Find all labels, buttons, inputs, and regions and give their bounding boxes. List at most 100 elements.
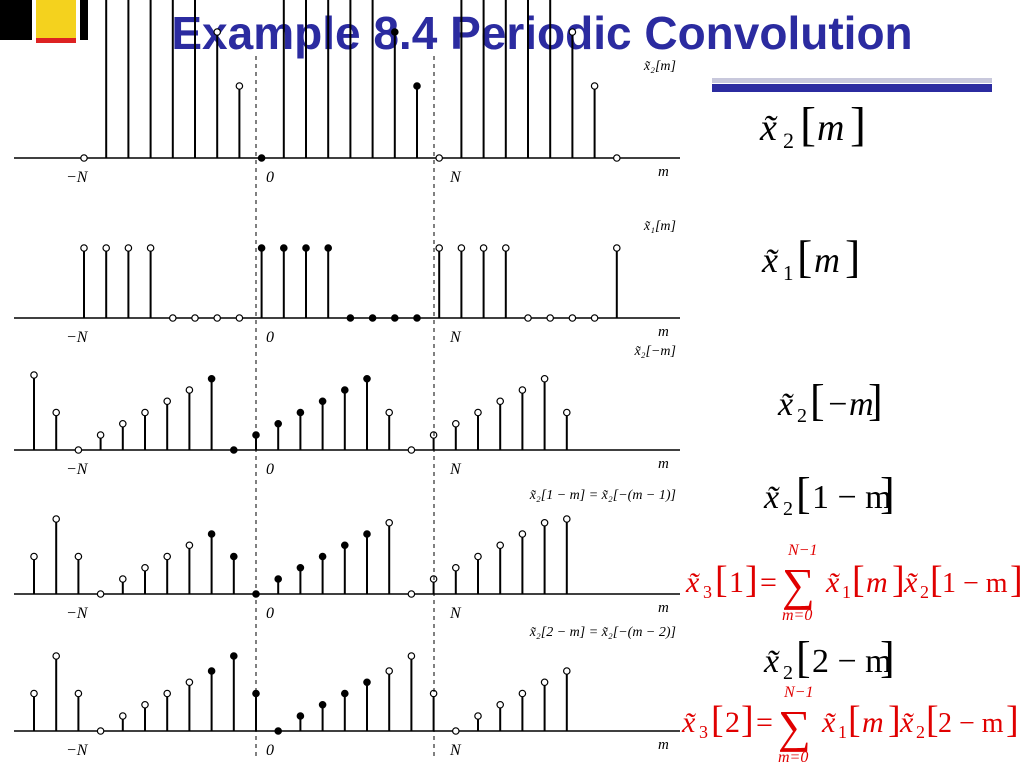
stem-marker	[479, 244, 488, 252]
svg-text:m: m	[862, 706, 884, 739]
stem-marker	[568, 28, 577, 36]
stem-marker	[340, 541, 349, 550]
svg-text:2: 2	[783, 128, 794, 153]
svg-text:2 − m: 2 − m	[938, 708, 1004, 739]
tick-label: N	[449, 461, 462, 478]
stem-marker	[390, 314, 399, 322]
stem-marker	[390, 28, 399, 36]
svg-text:m: m	[866, 566, 888, 599]
stem-marker	[562, 515, 571, 523]
stem-marker	[257, 244, 266, 252]
eq-x1-m: x̃ 1 [ m ]	[761, 231, 860, 285]
stem-marker	[318, 397, 327, 406]
svg-text:∑: ∑	[782, 559, 815, 610]
stem-marker	[562, 667, 571, 675]
stem-marker	[296, 563, 305, 572]
stem-marker	[163, 552, 172, 561]
stem-marker	[96, 590, 105, 598]
eq-x2-minus-m: x̃ 2 [ −m ]	[777, 376, 883, 427]
stem-marker	[213, 314, 222, 322]
stem-marker	[296, 712, 305, 720]
tick-label: N	[449, 605, 462, 622]
plot-label: x̃₁[m]	[643, 219, 676, 234]
stem-marker	[191, 314, 199, 322]
stem-marker	[368, 314, 377, 322]
svg-text:[: [	[797, 231, 812, 282]
plot-label: x̃₂[2 − m] = x̃₂[−(m − 2)]	[529, 625, 676, 640]
stem-marker	[363, 678, 371, 687]
axis-var-label: m	[658, 324, 669, 340]
svg-text:]: ]	[892, 559, 905, 601]
page-title: Example 8.4 Periodic Convolution	[171, 7, 913, 59]
svg-text:]: ]	[745, 559, 758, 601]
tick-label: −N	[66, 329, 89, 346]
stem-marker	[207, 530, 216, 538]
stem-marker	[340, 386, 349, 394]
stem-marker	[207, 667, 216, 675]
stem-marker	[385, 518, 394, 527]
svg-text:[: [	[800, 98, 816, 151]
stem-marker	[74, 689, 83, 698]
stem-marker	[518, 530, 527, 538]
axis-var-label: m	[658, 456, 669, 472]
stem-marker	[562, 408, 571, 417]
stem-marker	[385, 408, 394, 417]
svg-text:N−1: N−1	[783, 684, 813, 701]
svg-text:2: 2	[920, 582, 929, 602]
tick-label: −N	[66, 742, 89, 759]
stem-marker	[451, 563, 460, 572]
stem-marker	[612, 244, 621, 252]
svg-text:=: =	[760, 566, 777, 599]
stem-marker	[213, 28, 222, 36]
svg-text:3: 3	[703, 582, 712, 602]
svg-text:1 − m: 1 − m	[812, 479, 892, 516]
stem-marker	[540, 374, 549, 383]
svg-text:[: [	[796, 469, 811, 518]
svg-text:1: 1	[842, 582, 851, 602]
stem-marker	[230, 446, 238, 454]
tick-label: N	[449, 169, 462, 186]
stem-marker	[318, 552, 327, 561]
svg-text:m: m	[817, 107, 844, 149]
stem-marker	[546, 314, 555, 322]
stem-marker	[518, 386, 527, 394]
svg-text:1: 1	[729, 566, 744, 599]
stem-marker	[169, 314, 177, 322]
stem-marker	[451, 419, 460, 428]
logo-decoration	[0, 0, 120, 46]
svg-text:[: [	[926, 699, 939, 741]
svg-text:x̃: x̃	[759, 107, 779, 149]
stem-marker	[590, 314, 599, 322]
stem-marker	[435, 244, 444, 252]
stem-marker	[340, 689, 349, 698]
axis-var-label: m	[658, 737, 669, 753]
tick-label: 0	[266, 329, 274, 346]
axis-var-label: m	[658, 600, 669, 616]
stem-marker	[52, 408, 61, 417]
stem-marker	[385, 667, 394, 675]
stem-marker	[96, 727, 105, 735]
svg-text:[: [	[810, 376, 825, 425]
plot-label: x̃₂[1 − m] = x̃₂[−(m − 1)]	[529, 488, 676, 503]
svg-text:m: m	[814, 240, 840, 280]
svg-text:x̃: x̃	[761, 240, 779, 280]
stem-marker	[207, 374, 216, 383]
svg-text:N−1: N−1	[787, 542, 817, 559]
stem-marker	[496, 397, 505, 406]
stem-marker	[346, 314, 355, 322]
stem-marker	[102, 244, 111, 252]
svg-text:∑: ∑	[778, 701, 811, 752]
stem-marker	[30, 371, 38, 379]
stem-marker	[496, 700, 505, 709]
svg-text:m=0: m=0	[782, 607, 812, 624]
svg-text:x̃: x̃	[821, 706, 836, 739]
svg-text:[: [	[715, 559, 728, 601]
stem-marker	[185, 386, 194, 394]
svg-text:]: ]	[880, 633, 895, 682]
tick-label: 0	[266, 461, 274, 478]
svg-text:[: [	[848, 699, 861, 741]
svg-text:]: ]	[850, 98, 866, 151]
svg-text:2: 2	[797, 405, 807, 427]
